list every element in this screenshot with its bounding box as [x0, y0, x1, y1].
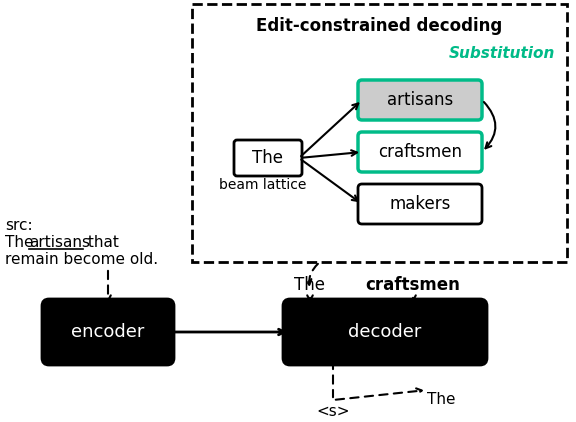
- Text: craftsmen: craftsmen: [366, 276, 460, 294]
- Text: <s>: <s>: [316, 404, 350, 419]
- Text: artisans: artisans: [29, 235, 90, 250]
- Text: Substitution: Substitution: [449, 46, 555, 62]
- Text: makers: makers: [389, 195, 450, 213]
- Text: beam lattice: beam lattice: [219, 178, 306, 192]
- FancyBboxPatch shape: [358, 184, 482, 224]
- FancyBboxPatch shape: [358, 80, 482, 120]
- Text: The: The: [252, 149, 283, 167]
- Bar: [192, 4, 567, 262]
- Text: Edit-constrained decoding: Edit-constrained decoding: [256, 17, 503, 35]
- Text: The: The: [294, 276, 325, 294]
- Text: craftsmen: craftsmen: [378, 143, 462, 161]
- Text: The: The: [5, 235, 39, 250]
- Text: artisans: artisans: [387, 91, 453, 109]
- Text: The: The: [427, 392, 456, 407]
- FancyBboxPatch shape: [283, 299, 487, 365]
- FancyBboxPatch shape: [42, 299, 174, 365]
- Text: that: that: [83, 235, 119, 250]
- Text: encoder: encoder: [71, 323, 145, 341]
- Text: remain become old.: remain become old.: [5, 252, 158, 267]
- FancyBboxPatch shape: [358, 132, 482, 172]
- Text: src:: src:: [5, 218, 33, 233]
- Text: decoder: decoder: [348, 323, 422, 341]
- FancyBboxPatch shape: [234, 140, 302, 176]
